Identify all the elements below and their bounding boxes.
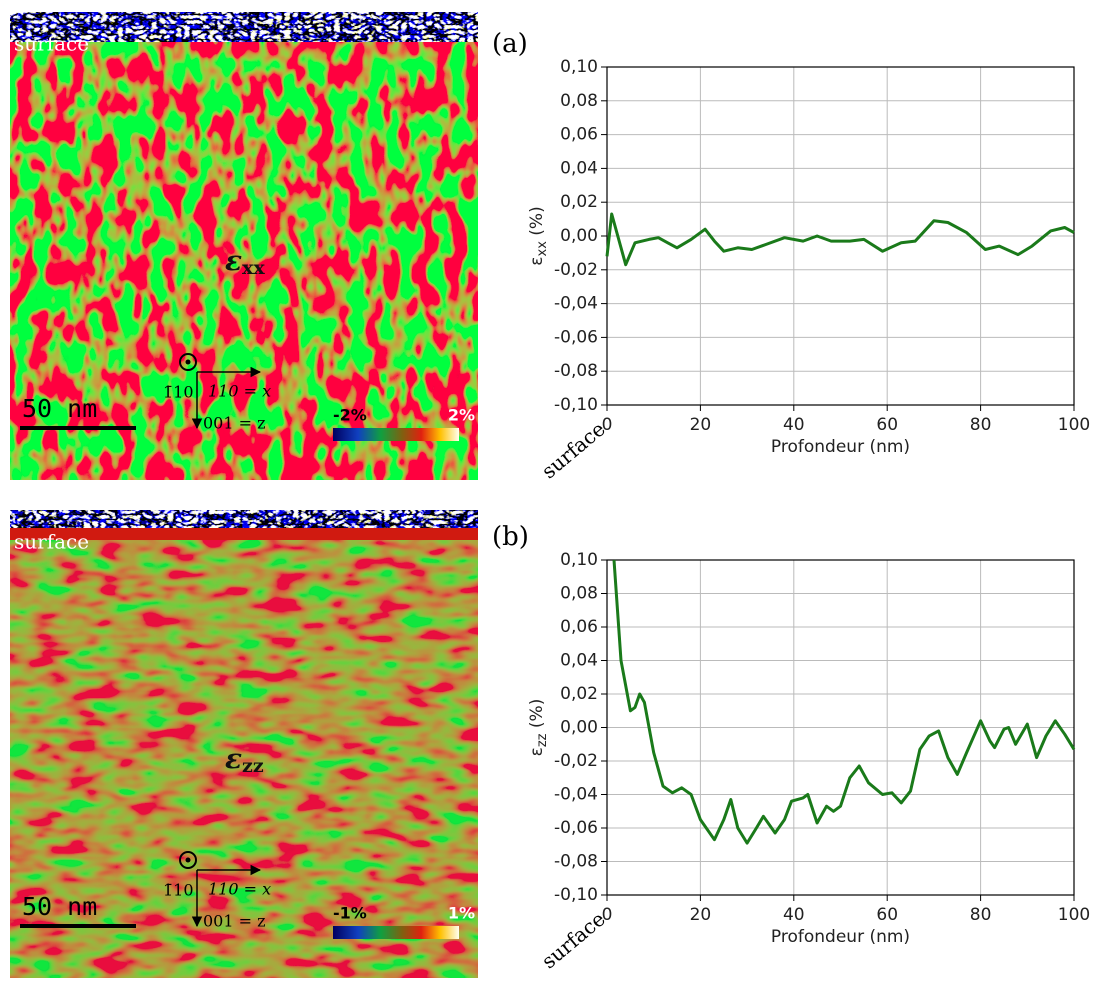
- colorbar-min: -1%: [333, 904, 367, 923]
- x-axis-label: Profondeur (nm): [771, 437, 910, 457]
- subscript: xx: [242, 257, 265, 279]
- y-tick-label: -0,02: [554, 751, 598, 771]
- y-tick-label: 0,10: [560, 57, 598, 77]
- y-label-unit: (%): [527, 699, 547, 734]
- y-tick-label: -0,08: [554, 361, 598, 381]
- y-tick-label: 0,06: [560, 617, 598, 637]
- y-tick-label: 0,08: [560, 584, 598, 604]
- x-tick-label: 20: [690, 905, 712, 925]
- y-tick-label: -0,02: [554, 260, 598, 280]
- x-tick-label: 100: [1058, 905, 1090, 925]
- axis-normal-dot: [185, 359, 191, 365]
- strain-map: [10, 12, 478, 480]
- y-tick-label: 0,00: [560, 718, 598, 738]
- y-tick-label: 0,00: [560, 226, 598, 246]
- surface-label: surface: [14, 32, 89, 56]
- axis-z-label: 001 = z: [203, 912, 266, 931]
- panel-label: (a): [492, 29, 528, 59]
- symbol: ε: [225, 742, 242, 775]
- y-tick-label: 0,10: [560, 550, 598, 570]
- surface-label: surface: [14, 530, 89, 554]
- x-tick-label: 60: [876, 415, 898, 435]
- x-axis-label: Profondeur (nm): [771, 927, 910, 947]
- axis-z-label: 001 = z: [203, 414, 266, 433]
- scale-bar-label: 50 nm: [22, 892, 97, 921]
- x-tick-label: 40: [783, 415, 805, 435]
- axis-x-label: 110 = x: [208, 382, 271, 401]
- axis-normal-label: 1̄10: [163, 383, 194, 402]
- axis-normal-label: 1̄10: [163, 881, 194, 900]
- y-tick-label: -0,08: [554, 852, 598, 872]
- x-tick-label: 100: [1058, 415, 1090, 435]
- y-label-symbol: ε: [527, 747, 547, 756]
- y-axis-label: εzz (%): [527, 699, 550, 757]
- y-tick-label: -0,04: [554, 785, 598, 805]
- y-tick-label: 0,02: [560, 684, 598, 704]
- colorbar: [333, 428, 459, 441]
- axis-normal-icon: [179, 851, 197, 869]
- y-tick-label: 0,02: [560, 192, 598, 212]
- data-line: [612, 559, 1076, 845]
- y-tick-label: -0,04: [554, 294, 598, 314]
- plot-frame: [606, 559, 1075, 896]
- x-tick-label: 0: [602, 905, 613, 925]
- symbol: ε: [225, 244, 242, 277]
- y-label-symbol: ε: [527, 257, 547, 266]
- origin-label: surface: [537, 907, 610, 974]
- y-tick-label: -0,10: [554, 885, 598, 905]
- scale-bar-label: 50 nm: [22, 394, 97, 423]
- y-label-subscript: xx: [535, 241, 550, 257]
- axis-normal-dot: [185, 857, 191, 863]
- strain-symbol: εxx: [225, 244, 265, 280]
- strain-map: [10, 510, 478, 978]
- y-label-unit: (%): [527, 206, 547, 241]
- colorbar: [333, 926, 459, 939]
- x-tick-label: 40: [783, 905, 805, 925]
- x-tick-label: 80: [970, 415, 992, 435]
- panel-label: (b): [492, 522, 529, 552]
- x-tick-label: 0: [602, 415, 613, 435]
- y-tick-label: 0,04: [560, 651, 598, 671]
- x-tick-label: 20: [690, 415, 712, 435]
- y-tick-label: -0,06: [554, 818, 598, 838]
- y-tick-label: 0,08: [560, 91, 598, 111]
- axis-normal-icon: [179, 353, 197, 371]
- y-tick-label: 0,06: [560, 125, 598, 145]
- y-tick-label: 0,04: [560, 158, 598, 178]
- x-tick-label: 60: [876, 905, 898, 925]
- subscript: zz: [242, 755, 264, 777]
- axis-x-label: 110 = x: [208, 880, 271, 899]
- colorbar-max: 2%: [448, 406, 475, 425]
- colorbar-max: 1%: [448, 904, 475, 923]
- x-tick-label: 80: [970, 905, 992, 925]
- y-axis-label: εxx (%): [527, 206, 550, 265]
- strain-symbol: εzz: [225, 742, 264, 778]
- y-tick-label: -0,10: [554, 395, 598, 415]
- plot-frame: [606, 66, 1075, 406]
- colorbar-min: -2%: [333, 406, 367, 425]
- origin-label: surface: [537, 417, 610, 484]
- y-label-subscript: zz: [535, 733, 550, 747]
- data-line: [605, 212, 1075, 267]
- y-tick-label: -0,06: [554, 327, 598, 347]
